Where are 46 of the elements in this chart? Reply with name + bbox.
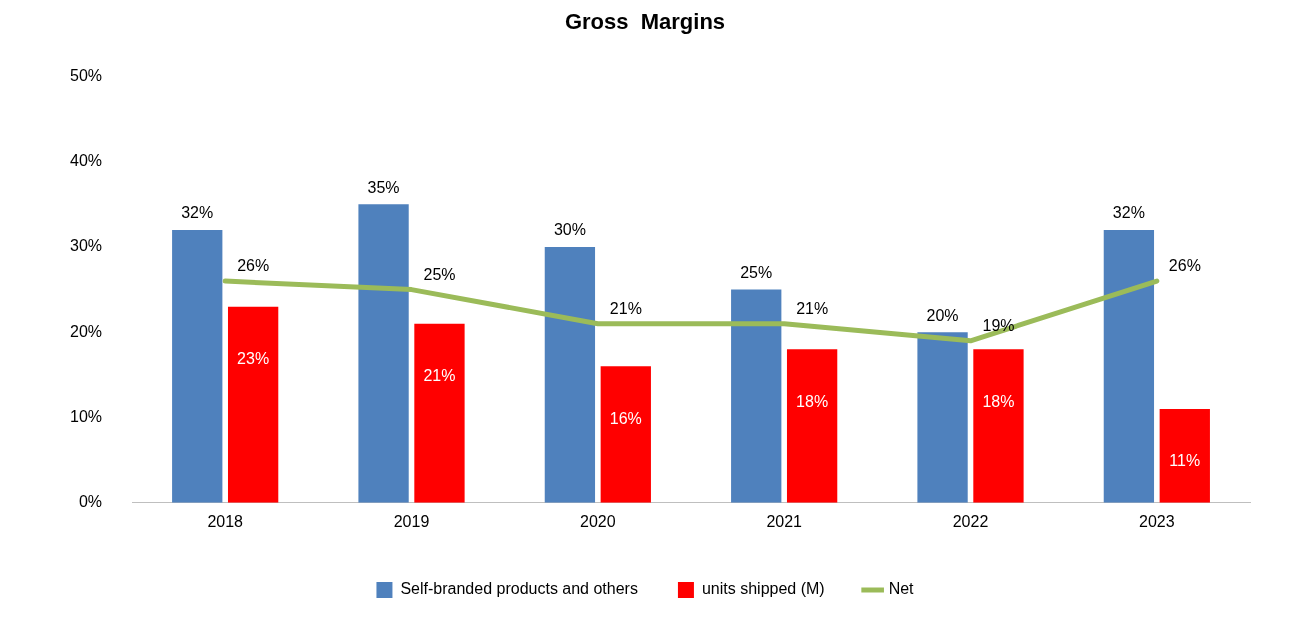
y-tick-label: 40% bbox=[69, 152, 103, 170]
bar bbox=[414, 323, 465, 503]
data-label: 32% bbox=[181, 204, 214, 222]
data-label: 19% bbox=[982, 317, 1015, 335]
x-tick-label: 2020 bbox=[580, 512, 616, 530]
legend-label: Net bbox=[888, 580, 915, 598]
x-tick-label: 2021 bbox=[766, 512, 803, 530]
data-label: 21% bbox=[609, 300, 642, 318]
legend-label: units shipped (M) bbox=[701, 580, 825, 598]
data-label: 25% bbox=[423, 266, 456, 284]
data-label: 11% bbox=[1169, 452, 1201, 470]
data-label: 26% bbox=[1168, 257, 1201, 275]
x-tick-label: 2022 bbox=[952, 512, 989, 530]
bar bbox=[731, 289, 782, 503]
y-tick-label: 30% bbox=[69, 237, 103, 255]
legend-label: Self-branded products and others bbox=[400, 580, 638, 598]
bar bbox=[172, 229, 223, 503]
bar bbox=[544, 246, 596, 503]
y-tick-label: 20% bbox=[69, 322, 103, 340]
x-tick-label: 2019 bbox=[393, 512, 430, 530]
data-label: 23% bbox=[237, 350, 270, 368]
data-label: 18% bbox=[796, 392, 829, 410]
x-tick-label: 2023 bbox=[1139, 512, 1175, 530]
y-tick-label: 10% bbox=[69, 407, 103, 425]
y-tick-label: 0% bbox=[78, 493, 103, 511]
bar bbox=[917, 332, 968, 503]
data-label: 20% bbox=[926, 306, 959, 324]
data-label: 32% bbox=[1112, 204, 1145, 222]
bar bbox=[1103, 229, 1155, 503]
data-label: 21% bbox=[796, 300, 829, 318]
bar bbox=[973, 349, 1024, 503]
chart-title: Gross Margins bbox=[564, 9, 726, 35]
data-label: 18% bbox=[982, 392, 1015, 410]
data-label: 30% bbox=[553, 221, 586, 239]
data-label: 21% bbox=[423, 367, 456, 385]
bar bbox=[227, 306, 279, 503]
data-label: 35% bbox=[367, 178, 400, 196]
data-label: 25% bbox=[740, 264, 773, 282]
bar bbox=[786, 349, 838, 503]
data-label: 16% bbox=[609, 409, 642, 427]
bar bbox=[1159, 408, 1210, 503]
bar bbox=[600, 366, 651, 503]
data-label: 26% bbox=[237, 257, 270, 275]
x-tick-label: 2018 bbox=[207, 512, 244, 530]
bar bbox=[358, 204, 409, 503]
y-tick-label: 50% bbox=[69, 66, 103, 84]
